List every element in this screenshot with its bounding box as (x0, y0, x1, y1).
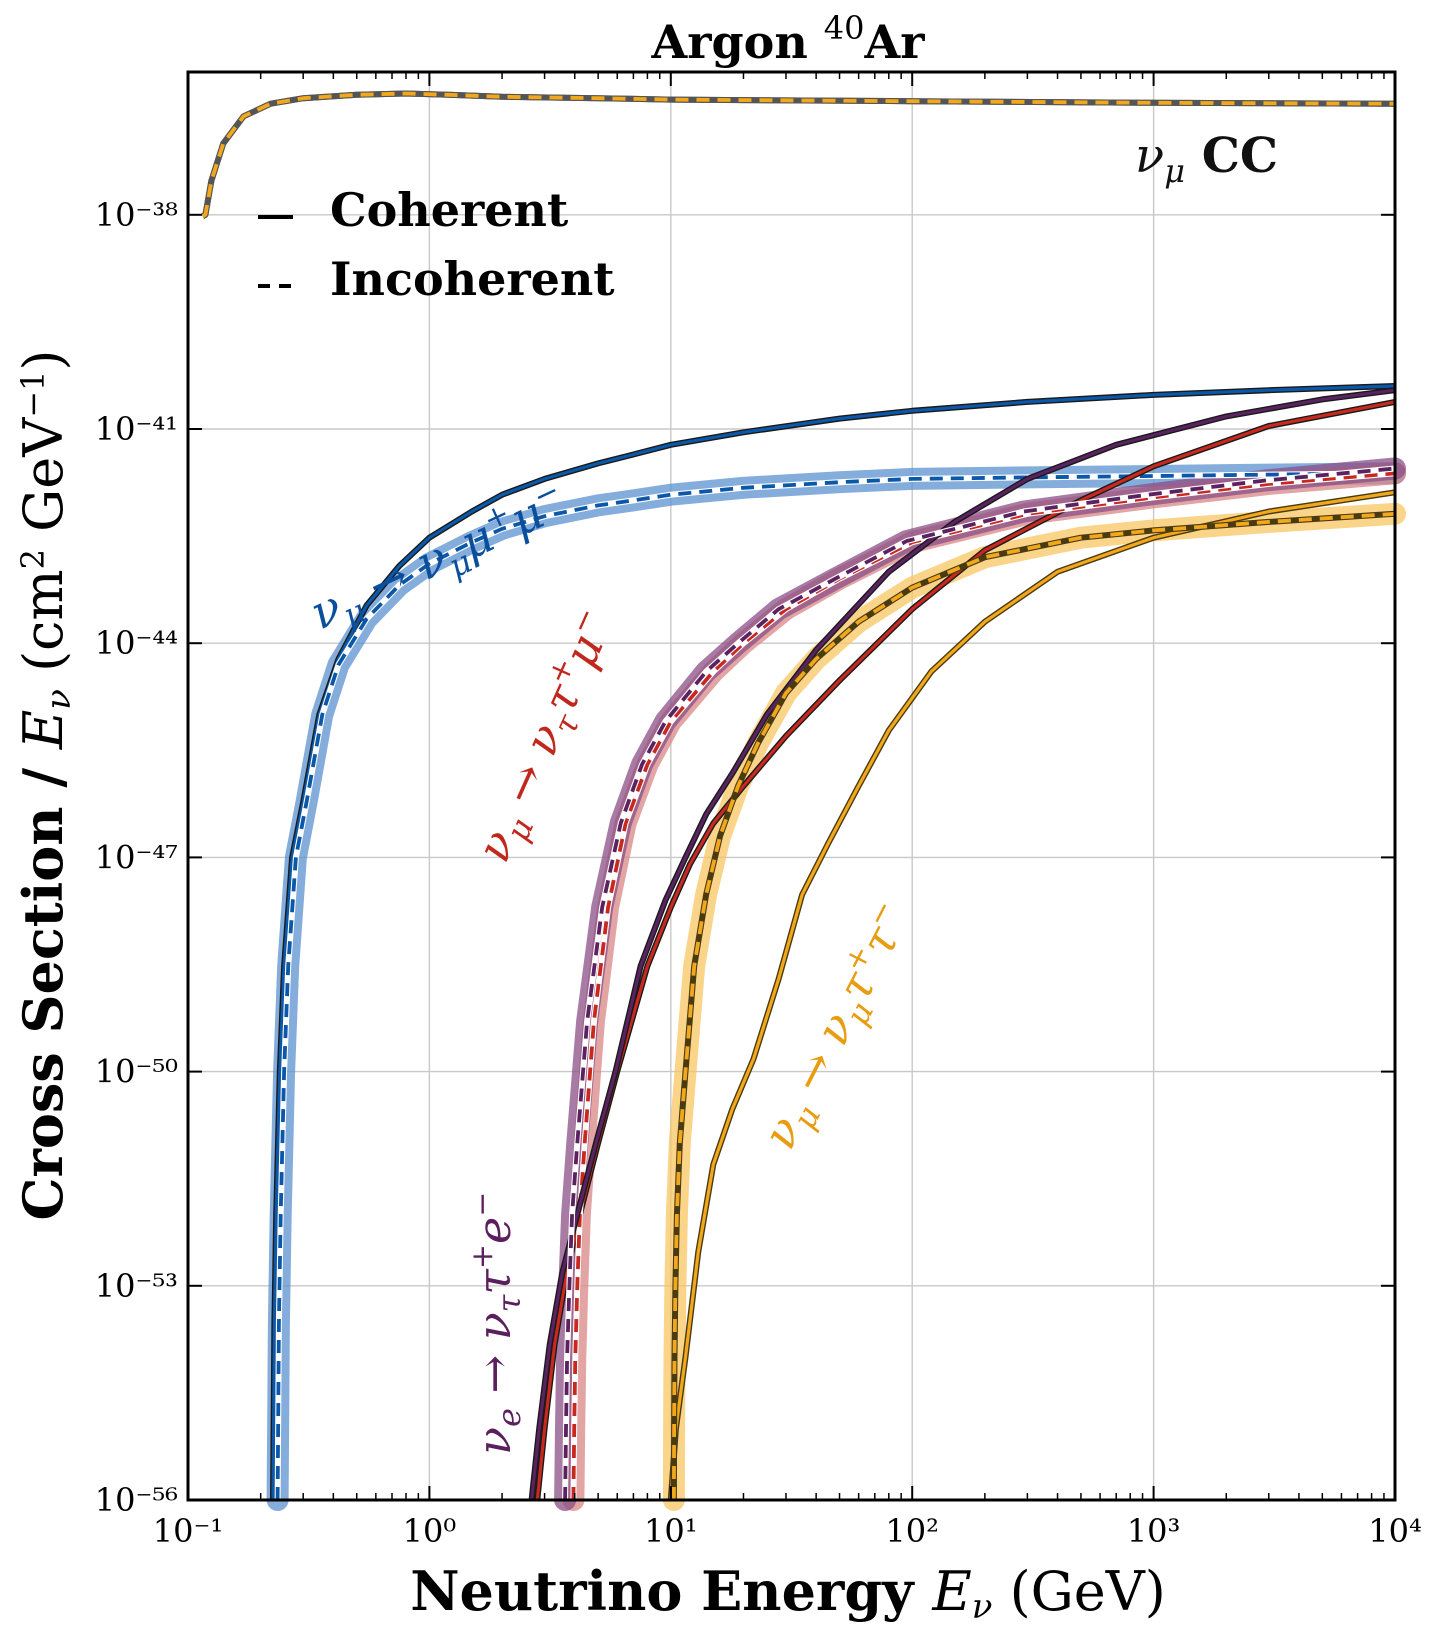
annotation-numu-mumu: νμ → νμμ+μ− (301, 473, 577, 646)
curve-numu-tautau-incoherent-dashed (672, 511, 1396, 1501)
annotation-numu-cc: νμ CC (1135, 128, 1278, 190)
legend-label-coherent: Coherent (330, 183, 569, 237)
annotation-nue-taue: νe → νττ+e− (465, 1192, 528, 1455)
x-tick-label: 10⁰ (403, 1512, 457, 1550)
x-tick-label: 10⁻¹ (153, 1512, 223, 1550)
y-tick-label: 10⁻⁴¹ (95, 410, 178, 448)
y-tick-labels: 10⁻⁵⁶ 10⁻⁵³ 10⁻⁵⁰ 10⁻⁴⁷ 10⁻⁴⁴ 10⁻⁴¹ 10⁻³⁸ (95, 196, 178, 1519)
curve-numu-tautau-incoherent-underlay (670, 510, 1396, 1501)
curve-numu-mumu-incoherent-dashed (275, 471, 1396, 1501)
curve-nue-taue (530, 388, 1396, 1501)
y-tick-label: 10⁻⁵³ (95, 1267, 178, 1305)
x-tick-label: 10⁴ (1368, 1512, 1422, 1550)
y-tick-label: 10⁻⁵⁶ (95, 1481, 178, 1519)
curve-numu-mumu (271, 384, 1396, 1501)
y-axis-label: Cross Section / Eν (cm2 GeV−1) (11, 350, 79, 1221)
y-tick-label: 10⁻⁴⁴ (95, 624, 178, 662)
y-tick-label: 10⁻⁴⁷ (95, 838, 178, 876)
chart-title: Argon 40Ar (651, 9, 926, 69)
curve-numu-cc-dashed-dashed (201, 91, 1396, 218)
curve-nue-taue-incoherent-dashed (563, 466, 1396, 1501)
series-curves (201, 90, 1396, 1501)
x-tick-label: 10¹ (644, 1512, 698, 1550)
x-tick-label: 10² (885, 1512, 939, 1550)
x-tick-label: 10³ (1127, 1512, 1181, 1550)
x-axis-label: Neutrino Energy Eν (GeV) (410, 1559, 1166, 1627)
annotation-numu-tautau: νμ → νμτ+τ− (750, 894, 927, 1160)
axis-ticks (187, 72, 1396, 1501)
y-tick-label: 10⁻³⁸ (95, 196, 178, 234)
curve-numu-taumu-incoherent-dashed (571, 471, 1396, 1501)
curve-numu-tautau (669, 490, 1396, 1501)
legend-label-incoherent: Incoherent (330, 252, 615, 306)
legend: Coherent Incoherent (258, 183, 615, 306)
band-numu-tautau-incoherent (662, 502, 1406, 1511)
curve-annotations: νμ CC νμ → νμμ+μ− νμ → νττ+μ− νe → νττ+e… (301, 128, 1278, 1455)
plot-frame (186, 70, 1397, 1502)
y-tick-label: 10⁻⁵⁰ (95, 1053, 178, 1091)
x-tick-labels: 10⁻¹ 10⁰ 10¹ 10² 10³ 10⁴ (153, 1512, 1422, 1550)
